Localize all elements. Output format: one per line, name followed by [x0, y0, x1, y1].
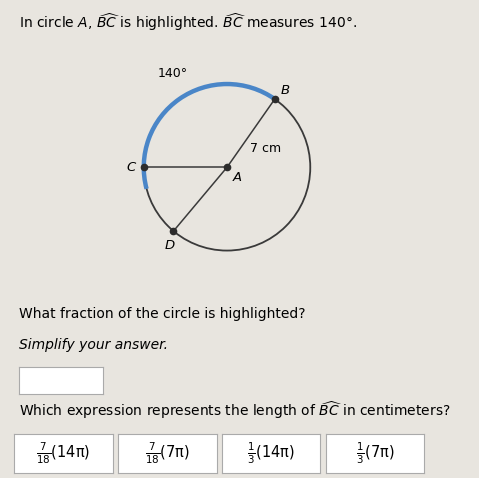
Text: What fraction of the circle is highlighted?: What fraction of the circle is highlight… — [19, 307, 306, 321]
Text: B: B — [281, 84, 290, 97]
Text: 140°: 140° — [158, 67, 188, 80]
Text: In circle $A$, $\widehat{BC}$ is highlighted. $\widehat{BC}$ measures 140°.: In circle $A$, $\widehat{BC}$ is highlig… — [19, 11, 357, 33]
Text: 7 cm: 7 cm — [251, 142, 282, 155]
Text: $\frac{7}{18}$(14π): $\frac{7}{18}$(14π) — [36, 441, 91, 467]
Text: $\frac{7}{18}$(7π): $\frac{7}{18}$(7π) — [145, 441, 190, 467]
Text: D: D — [165, 239, 175, 252]
Text: Simplify your answer.: Simplify your answer. — [19, 338, 168, 352]
Text: C: C — [126, 161, 136, 174]
Text: $\frac{1}{3}$(14π): $\frac{1}{3}$(14π) — [248, 441, 295, 467]
Text: A: A — [233, 172, 242, 185]
Text: Which expression represents the length of $\widehat{BC}$ in centimeters?: Which expression represents the length o… — [19, 399, 451, 421]
Text: $\frac{1}{3}$(7π): $\frac{1}{3}$(7π) — [356, 441, 395, 467]
